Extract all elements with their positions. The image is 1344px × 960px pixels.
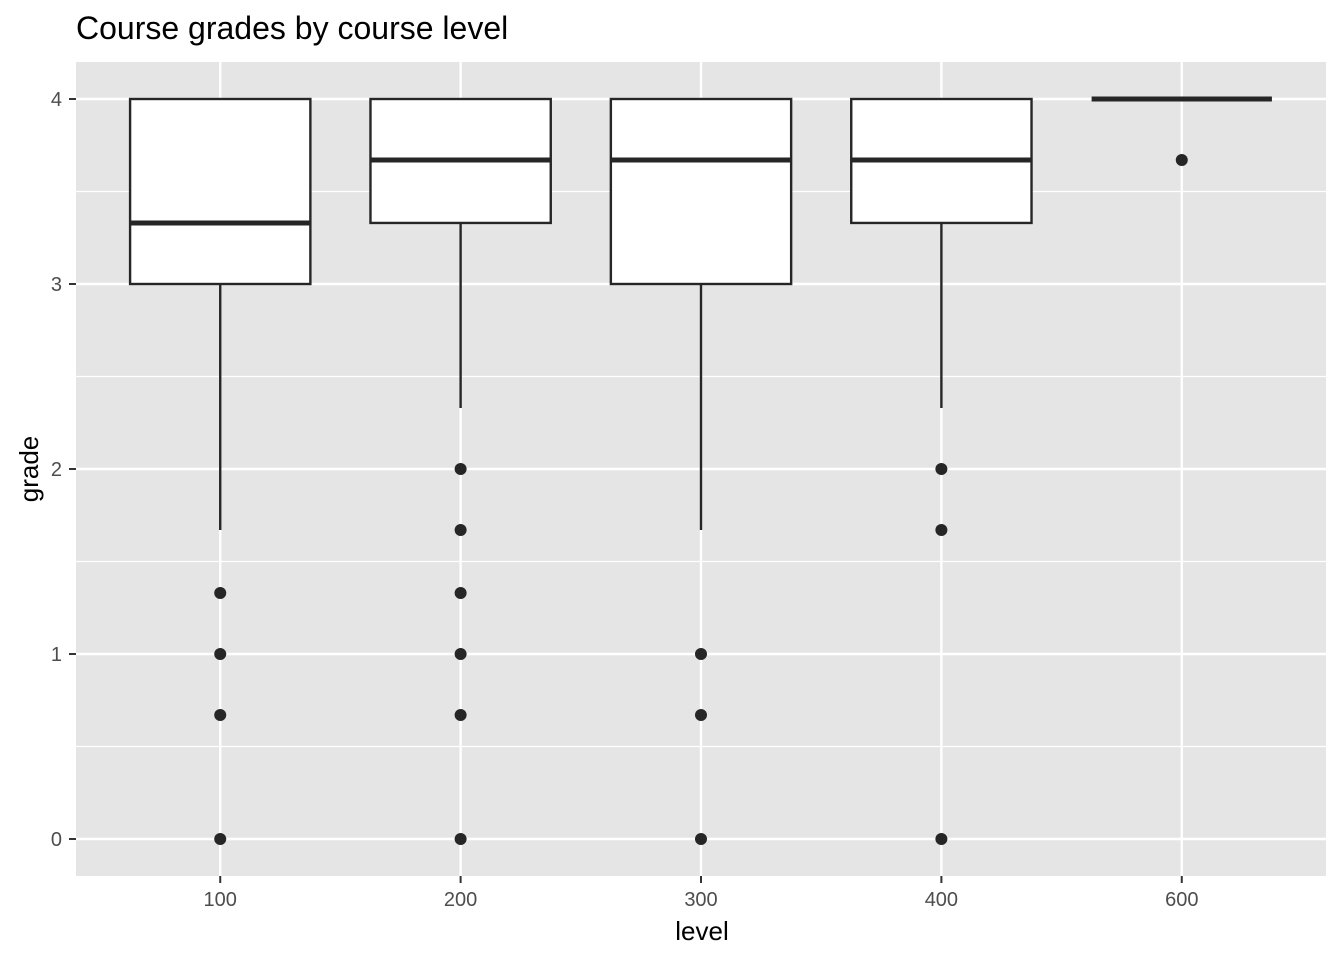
box-200 xyxy=(369,97,552,845)
box-300 xyxy=(609,97,793,845)
outlier-point xyxy=(454,586,467,599)
iqr-box xyxy=(128,97,312,286)
x-tick-label: 200 xyxy=(444,889,477,911)
outlier-point xyxy=(214,648,227,660)
outlier-point xyxy=(454,833,467,845)
x-tick-label: 400 xyxy=(925,889,958,911)
box-400 xyxy=(850,97,1033,845)
outlier-point xyxy=(695,648,707,660)
x-tick-label: 600 xyxy=(1165,889,1198,911)
iqr-box xyxy=(609,97,793,286)
outlier-point xyxy=(214,709,227,722)
outlier-point xyxy=(214,833,227,845)
x-axis-label: level xyxy=(675,916,728,946)
y-tick-label: 3 xyxy=(51,274,62,296)
x-tick-label: 300 xyxy=(684,889,717,911)
outlier-point xyxy=(214,586,227,599)
y-axis: 0 1 2 3 4 xyxy=(51,89,76,851)
boxes xyxy=(128,96,1272,845)
outlier-point xyxy=(935,524,948,537)
outlier-point xyxy=(454,463,467,475)
box-100 xyxy=(128,97,312,845)
x-axis: 100 200 300 400 600 xyxy=(204,876,1198,911)
outlier-point xyxy=(454,524,467,537)
box-600 xyxy=(1091,96,1272,167)
outlier-point xyxy=(935,463,948,475)
y-axis-label: grade xyxy=(14,436,44,503)
y-tick-label: 2 xyxy=(51,459,62,481)
chart-title: Course grades by course level xyxy=(76,10,508,46)
outlier-point xyxy=(454,709,467,722)
x-tick-label: 100 xyxy=(204,889,237,911)
outlier-point xyxy=(695,709,707,722)
outlier-point xyxy=(695,833,707,845)
y-tick-label: 1 xyxy=(51,644,62,666)
outlier-point xyxy=(1175,154,1188,167)
y-tick-label: 0 xyxy=(51,829,62,851)
outlier-point xyxy=(454,648,467,660)
outlier-point xyxy=(935,833,948,845)
y-tick-label: 4 xyxy=(51,89,62,111)
